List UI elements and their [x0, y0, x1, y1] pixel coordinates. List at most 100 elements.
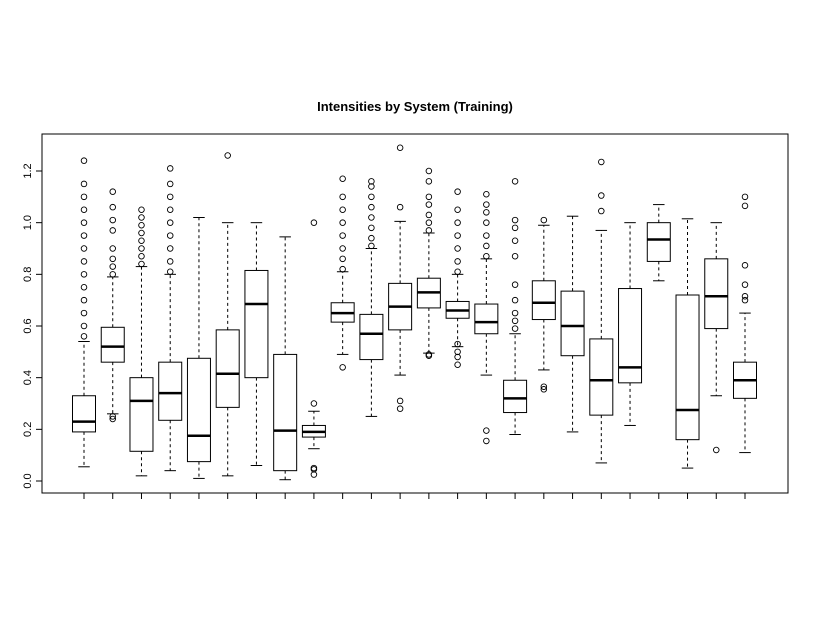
box-20 [618, 222, 643, 426]
outlier-point [339, 245, 346, 252]
outlier-point [109, 216, 116, 224]
box-iqr [129, 377, 154, 452]
outlier-point [511, 296, 519, 304]
outlier-point [425, 352, 433, 359]
box-17 [531, 216, 556, 393]
outlier-point [310, 464, 318, 472]
outlier-point [339, 206, 346, 213]
box-4 [158, 165, 183, 472]
outlier-point [483, 209, 490, 216]
outlier-point [138, 229, 145, 237]
outlier-point [396, 397, 404, 405]
box-iqr [560, 290, 585, 357]
outlier-point [166, 232, 174, 239]
box-iqr [589, 338, 614, 416]
outlier-point [713, 446, 720, 454]
outlier-point [166, 206, 174, 213]
outlier-point [741, 296, 749, 304]
box-iqr [158, 361, 183, 421]
outlier-point [166, 219, 174, 226]
outlier-point [138, 221, 145, 229]
outlier-point [166, 258, 174, 265]
outlier-point [483, 437, 490, 445]
outlier-point [425, 211, 433, 219]
outlier-point [80, 219, 88, 226]
outlier-point [741, 193, 749, 201]
outlier-point [454, 348, 461, 356]
outlier-point [339, 232, 346, 239]
outlier-point [540, 386, 548, 393]
outlier-point [540, 383, 548, 390]
outlier-point [511, 252, 519, 260]
outlier-point [741, 281, 749, 288]
box-iqr [273, 353, 298, 472]
outlier-point [454, 206, 461, 213]
outlier-point [396, 203, 404, 211]
outlier-point [483, 232, 490, 239]
box-12 [388, 144, 413, 412]
outlier-point [166, 193, 174, 201]
outlier-point [339, 219, 346, 226]
y-tick-label: 1.0 [22, 215, 34, 230]
outlier-point [80, 322, 88, 330]
outlier-point [511, 224, 519, 232]
outlier-point [511, 281, 519, 288]
outlier-point [109, 203, 116, 211]
outlier-point [368, 234, 375, 242]
outlier-point [80, 206, 88, 213]
outlier-point [339, 255, 346, 263]
box-iqr [215, 329, 240, 408]
box-18 [560, 215, 585, 433]
x-axis [83, 492, 746, 499]
outlier-point [339, 175, 346, 182]
box-16 [503, 178, 528, 435]
outlier-point [741, 293, 749, 300]
outlier-point [80, 157, 88, 164]
outlier-point [425, 201, 433, 208]
box-19 [589, 158, 614, 464]
outlier-point [80, 193, 88, 201]
outlier-point [109, 415, 116, 423]
outlier-point [483, 190, 490, 198]
outlier-point [166, 245, 174, 252]
outlier-point [310, 219, 318, 226]
outlier-point [425, 351, 433, 358]
box-22 [675, 218, 700, 469]
outlier-point [454, 258, 461, 265]
outlier-point [310, 400, 318, 407]
outlier-point [454, 219, 461, 226]
outlier-point [741, 262, 749, 269]
outlier-point [138, 206, 145, 213]
box-iqr [100, 326, 125, 363]
outlier-point [483, 242, 490, 250]
outlier-point [598, 158, 605, 166]
y-tick-label: 0.0 [22, 473, 34, 488]
outlier-point [166, 268, 174, 276]
outlier-point [425, 193, 433, 201]
box-24 [733, 193, 757, 454]
box-15 [474, 190, 499, 445]
y-tick-label: 1.2 [22, 163, 34, 178]
y-tick-label: 0.8 [22, 267, 34, 282]
outlier-point [511, 216, 519, 224]
outlier-point [454, 340, 461, 348]
outlier-point [166, 165, 174, 172]
box-iqr [359, 313, 384, 361]
box-iqr [675, 294, 700, 441]
box-13 [416, 167, 441, 359]
box-14 [445, 188, 470, 369]
outlier-point [138, 237, 145, 244]
box-10 [330, 175, 355, 371]
box-iqr [531, 280, 556, 321]
outlier-point [166, 180, 174, 188]
outlier-point [741, 202, 749, 210]
outlier-point [368, 203, 375, 211]
box-2 [100, 188, 125, 423]
outlier-point [396, 405, 404, 412]
outlier-point [454, 245, 461, 252]
outlier-point [80, 296, 88, 304]
outlier-point [511, 325, 519, 332]
outlier-point [138, 214, 145, 221]
outlier-point [454, 232, 461, 239]
